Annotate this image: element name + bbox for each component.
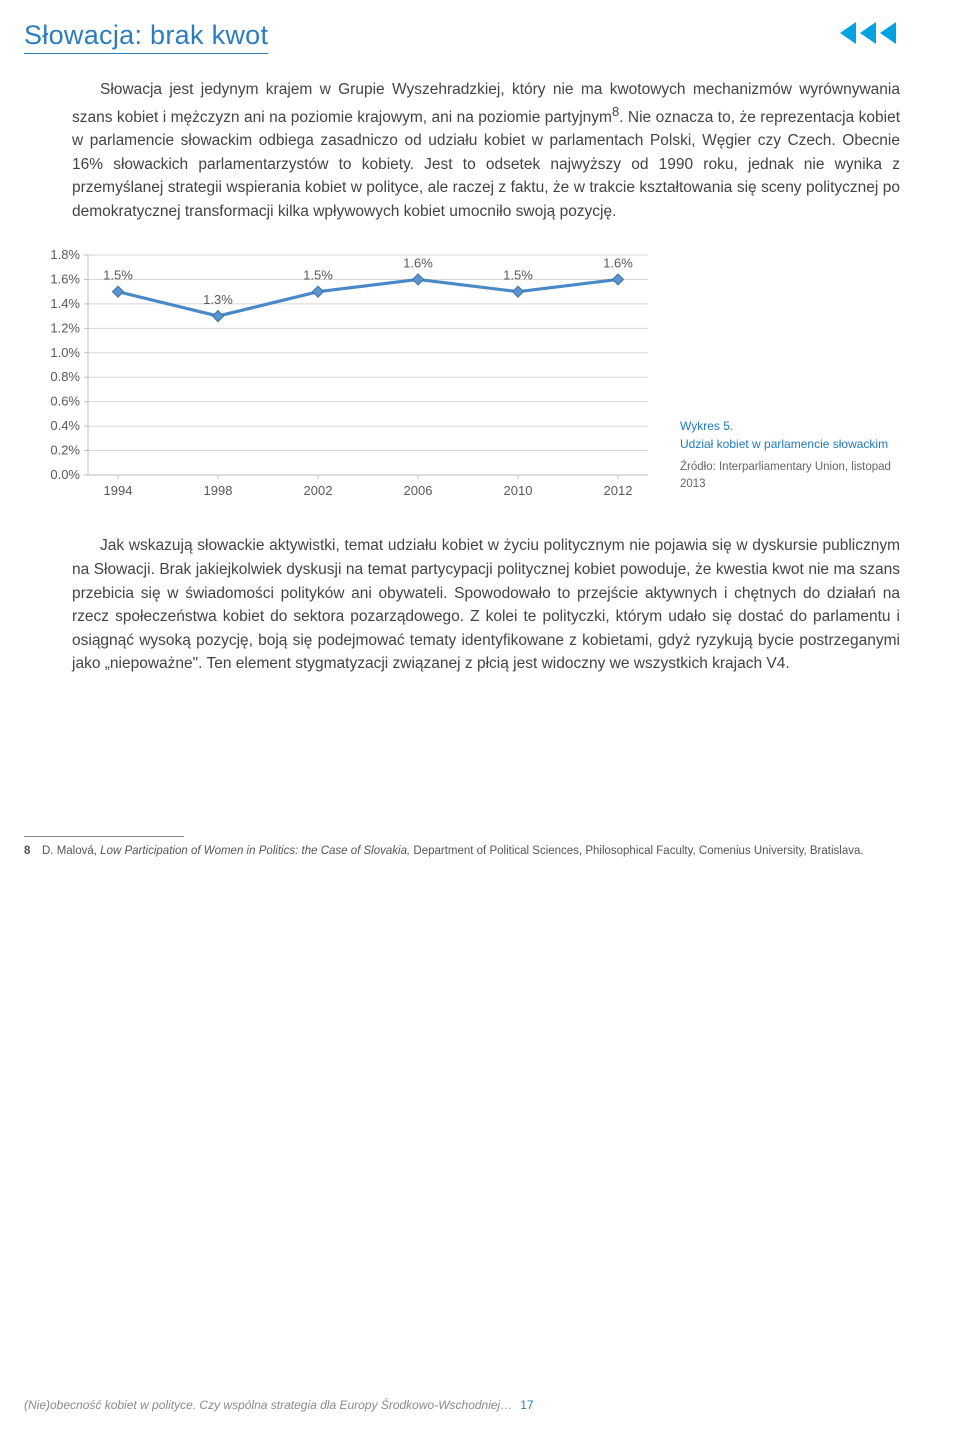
svg-text:1.6%: 1.6%: [603, 256, 633, 271]
page-footer: (Nie)obecność kobiet w polityce. Czy wsp…: [24, 1398, 900, 1412]
svg-text:0.2%: 0.2%: [50, 443, 80, 458]
svg-text:1.2%: 1.2%: [50, 321, 80, 336]
triple-left-arrow-icon: [834, 22, 900, 44]
chart-caption-source: Źródło: Interparliamentary Union, listop…: [680, 459, 900, 492]
svg-text:1998: 1998: [204, 483, 233, 498]
svg-text:1.8%: 1.8%: [50, 247, 80, 262]
line-chart: 0.0% 0.2% 0.4% 0.6% 0.8% 1.0% 1.2% 1.4% 1.6% 1.8%…: [28, 245, 668, 505]
footnote-rest: Department of Political Sciences, Philos…: [410, 845, 863, 857]
svg-text:1.3%: 1.3%: [203, 293, 233, 308]
footnote-title-italic: Low Participation of Women in Politics: …: [100, 845, 410, 857]
svg-text:2012: 2012: [604, 483, 633, 498]
svg-text:0.0%: 0.0%: [50, 467, 80, 482]
footnote-author: D. Malová,: [42, 845, 100, 857]
svg-text:2010: 2010: [504, 483, 533, 498]
svg-text:0.4%: 0.4%: [50, 419, 80, 434]
svg-text:1994: 1994: [104, 483, 133, 498]
svg-text:1.6%: 1.6%: [50, 272, 80, 287]
chart-caption-title: Wykres 5.: [680, 418, 900, 435]
chart-row: 0.0% 0.2% 0.4% 0.6% 0.8% 1.0% 1.2% 1.4% 1.6% 1.8%…: [24, 245, 900, 510]
svg-text:1.5%: 1.5%: [503, 268, 533, 283]
svg-text:1.5%: 1.5%: [303, 268, 333, 283]
footer-running-title: (Nie)obecność kobiet w polityce. Czy wsp…: [24, 1398, 512, 1412]
svg-text:1.6%: 1.6%: [403, 256, 433, 271]
svg-text:1.5%: 1.5%: [103, 268, 133, 283]
p2-text: Jak wskazują słowackie aktywistki, temat…: [72, 537, 900, 672]
paragraph-2: Jak wskazują słowackie aktywistki, temat…: [72, 534, 900, 675]
svg-text:0.6%: 0.6%: [50, 394, 80, 409]
svg-text:2002: 2002: [304, 483, 333, 498]
nav-arrows: [834, 22, 900, 44]
footnote-8: 8D. Malová, Low Participation of Women i…: [24, 843, 900, 859]
chart-caption: Wykres 5. Udział kobiet w parlamencie sł…: [680, 418, 900, 510]
paragraph-1: Słowacja jest jedynym krajem w Grupie Wy…: [72, 78, 900, 223]
footnote-number: 8: [24, 843, 42, 859]
svg-text:2006: 2006: [404, 483, 433, 498]
svg-text:0.8%: 0.8%: [50, 370, 80, 385]
svg-text:1.4%: 1.4%: [50, 296, 80, 311]
footnote-rule: [24, 836, 184, 837]
page-number: 17: [520, 1398, 533, 1412]
chart-container: 0.0% 0.2% 0.4% 0.6% 0.8% 1.0% 1.2% 1.4% 1.6% 1.8%…: [28, 245, 668, 510]
chart-caption-subtitle: Udział kobiet w parlamencie słowackim: [680, 436, 900, 453]
section-heading: Słowacja: brak kwot: [24, 20, 268, 54]
svg-text:1.0%: 1.0%: [50, 345, 80, 360]
